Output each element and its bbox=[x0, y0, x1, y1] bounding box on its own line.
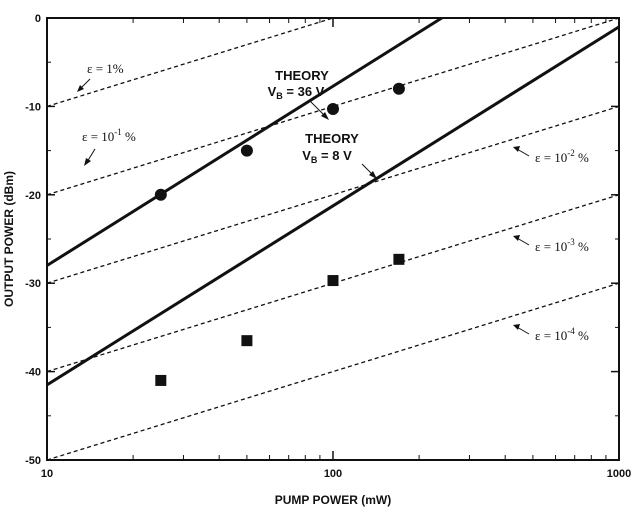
data-point-circle bbox=[154, 188, 167, 201]
theory-36v-voltage: VB = 36 V bbox=[268, 84, 325, 101]
data-point-square bbox=[155, 374, 167, 386]
y-tick-label: -20 bbox=[25, 190, 41, 202]
eps-0001-arrow bbox=[516, 237, 530, 246]
efficiency-line bbox=[47, 194, 619, 373]
theory-36v-arrowhead bbox=[321, 112, 329, 120]
x-tick-label: 100 bbox=[324, 468, 342, 480]
y-axis-title: OUTPUT POWER (dBm) bbox=[2, 171, 16, 307]
theory-36v-annotation: THEORY VB = 36 V bbox=[268, 68, 329, 120]
data-point-circle bbox=[240, 144, 253, 157]
eps-0001-annotation: ε = 10-3 % bbox=[513, 235, 589, 254]
y-tick-label: 0 bbox=[35, 13, 41, 25]
efficiency-line bbox=[47, 105, 619, 284]
x-tick-label: 10 bbox=[41, 468, 53, 480]
eps-00001-annotation: ε = 10-4 % bbox=[513, 324, 589, 343]
eps-00001-arrow bbox=[516, 326, 530, 335]
x-tick-label: 1000 bbox=[607, 468, 631, 480]
y-tick-label: -50 bbox=[25, 455, 41, 467]
theory-8v-arrowhead bbox=[369, 171, 377, 179]
plot-frame bbox=[46, 17, 620, 461]
line-group bbox=[47, 18, 619, 460]
eps-1-arrowhead bbox=[77, 85, 84, 92]
theory-36v-title: THEORY bbox=[275, 68, 329, 83]
eps-1-label: ε = 1% bbox=[87, 61, 124, 76]
eps-01-arrowhead bbox=[84, 158, 91, 166]
eps-00001-label: ε = 10-4 % bbox=[535, 326, 589, 343]
eps-00001-arrowhead bbox=[513, 324, 520, 330]
data-point-circle bbox=[392, 82, 405, 95]
eps-001-label: ε = 10-2 % bbox=[535, 148, 589, 165]
theory-8v-title: THEORY bbox=[305, 131, 359, 146]
eps-0001-arrowhead bbox=[513, 235, 520, 241]
data-point-square bbox=[393, 253, 405, 265]
eps-001-arrowhead bbox=[513, 146, 520, 152]
theory-line bbox=[47, 18, 443, 267]
theory-8v-annotation: THEORY VB = 8 V bbox=[302, 131, 377, 179]
eps-0001-label: ε = 10-3 % bbox=[535, 237, 589, 254]
data-point-square bbox=[327, 275, 339, 287]
data-point-circle bbox=[327, 103, 339, 116]
eps-001-arrow bbox=[516, 148, 530, 157]
point-group bbox=[154, 82, 405, 386]
x-axis-title: PUMP POWER (mW) bbox=[275, 493, 391, 507]
eps-001-annotation: ε = 10-2 % bbox=[513, 146, 589, 165]
eps-01-label: ε = 10-1 % bbox=[82, 127, 136, 144]
efficiency-line bbox=[47, 282, 619, 460]
efficiency-line bbox=[47, 18, 619, 196]
y-tick-label: -40 bbox=[25, 367, 41, 379]
eps-01-annotation: ε = 10-1 % bbox=[82, 127, 136, 166]
data-point-square bbox=[241, 335, 253, 347]
y-tick-label: -30 bbox=[25, 278, 41, 290]
eps-1-annotation: ε = 1% bbox=[77, 61, 124, 92]
theory-8v-voltage: VB = 8 V bbox=[302, 148, 352, 165]
efficiency-line bbox=[47, 18, 336, 108]
y-tick-label: -10 bbox=[25, 101, 41, 113]
theory-line bbox=[47, 25, 619, 387]
